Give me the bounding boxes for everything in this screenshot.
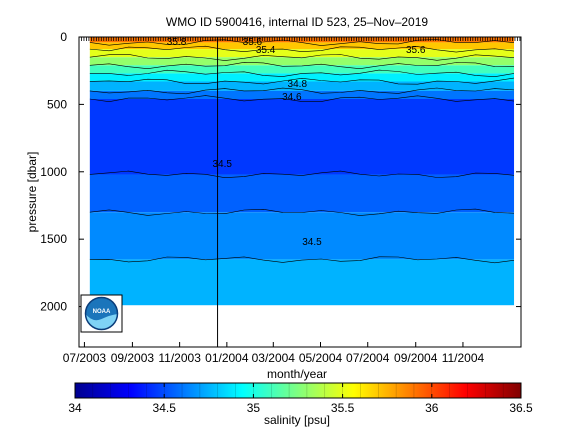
contour-label: 35.6 [243,37,263,48]
x-tick-label: 03/2004 [252,351,296,365]
y-tick-label: 1000 [40,165,67,179]
salinity-band-3 [89,57,515,66]
colorbar-tick-label: 34.5 [153,401,177,415]
contour-label: 35.4 [256,45,276,56]
colorbar-tick-label: 35 [247,401,261,415]
x-tick-label: 09/2004 [394,351,438,365]
colorbar-tick-label: 36 [425,401,439,415]
chart-title: WMO ID 5900416, internal ID 523, 25–Nov–… [166,15,428,29]
y-tick-label: 1500 [40,232,67,246]
salinity-band-9 [89,174,515,213]
noaa-logo-icon: NOAA [80,294,123,333]
contour-line-6 [89,87,515,95]
x-tick-label: 07/2003 [63,351,107,365]
plot-frame [78,36,522,348]
noaa-logo-text: NOAA [93,309,111,315]
colorbar-ticks: 34 34.5 35 35.5 36 36.5 [68,383,533,415]
y-tick-label: 500 [47,97,67,111]
contour-line-8 [89,170,515,179]
salinity-band-7 [89,90,515,99]
salinity-band-10 [89,212,515,260]
salinity-band-2 [89,49,515,58]
contour-line-5 [89,77,515,85]
salinity-band-6 [89,81,515,91]
x-axis: 07/2003 09/2003 11/2003 01/2004 03/2004 05/20… [63,37,521,365]
salinity-bands [89,37,515,306]
contour-line-7 [89,95,515,103]
salinity-band-4 [89,65,515,74]
salinity-band-5 [89,73,515,82]
x-tick-label: 11/2004 [442,351,485,365]
contour-line-2 [89,53,515,61]
plot-area: 35.8 35.635.434.834.634.534.535.6 07/2003… [40,30,522,365]
contour-label: 34.8 [288,79,308,90]
contour-label: 35.8 [167,37,187,48]
contour-line-4 [89,69,515,78]
contour-lines [89,39,515,264]
contour-labels: 35.8 35.635.434.834.634.534.535.6 [167,37,426,248]
contour-line-1 [89,45,515,53]
x-tick-label: 09/2003 [111,351,155,365]
colorbar-tick-label: 35.5 [331,401,355,415]
contour-line-3 [89,61,515,70]
x-tick-label: 05/2004 [299,351,343,365]
contour-label: 34.5 [302,237,322,248]
contour-label: 34.5 [212,159,232,170]
colorbar: 34 34.5 35 35.5 36 36.5 [68,382,533,415]
x-tick-label: 07/2004 [346,351,390,365]
x-tick-label: 11/2003 [158,351,201,365]
colorbar-ramp [74,382,522,399]
contour-label: 34.6 [282,92,302,103]
colorbar-tick-label: 36.5 [509,401,533,415]
salinity-band-8 [89,99,515,175]
salinity-band-1 [89,42,515,50]
contour-label: 35.6 [406,45,426,56]
salinity-band-11 [89,259,515,306]
x-tick-label: 01/2004 [205,351,249,365]
y-tick-label: 0 [60,30,67,44]
contour-line-10 [89,256,515,264]
y-axis-title: pressure [dbar] [25,152,39,233]
x-axis-title: month/year [267,367,327,381]
y-tick-label: 2000 [40,300,67,314]
colorbar-tick-label: 34 [68,401,82,415]
contour-line-9 [89,208,515,216]
colorbar-title: salinity [psu] [264,413,330,427]
